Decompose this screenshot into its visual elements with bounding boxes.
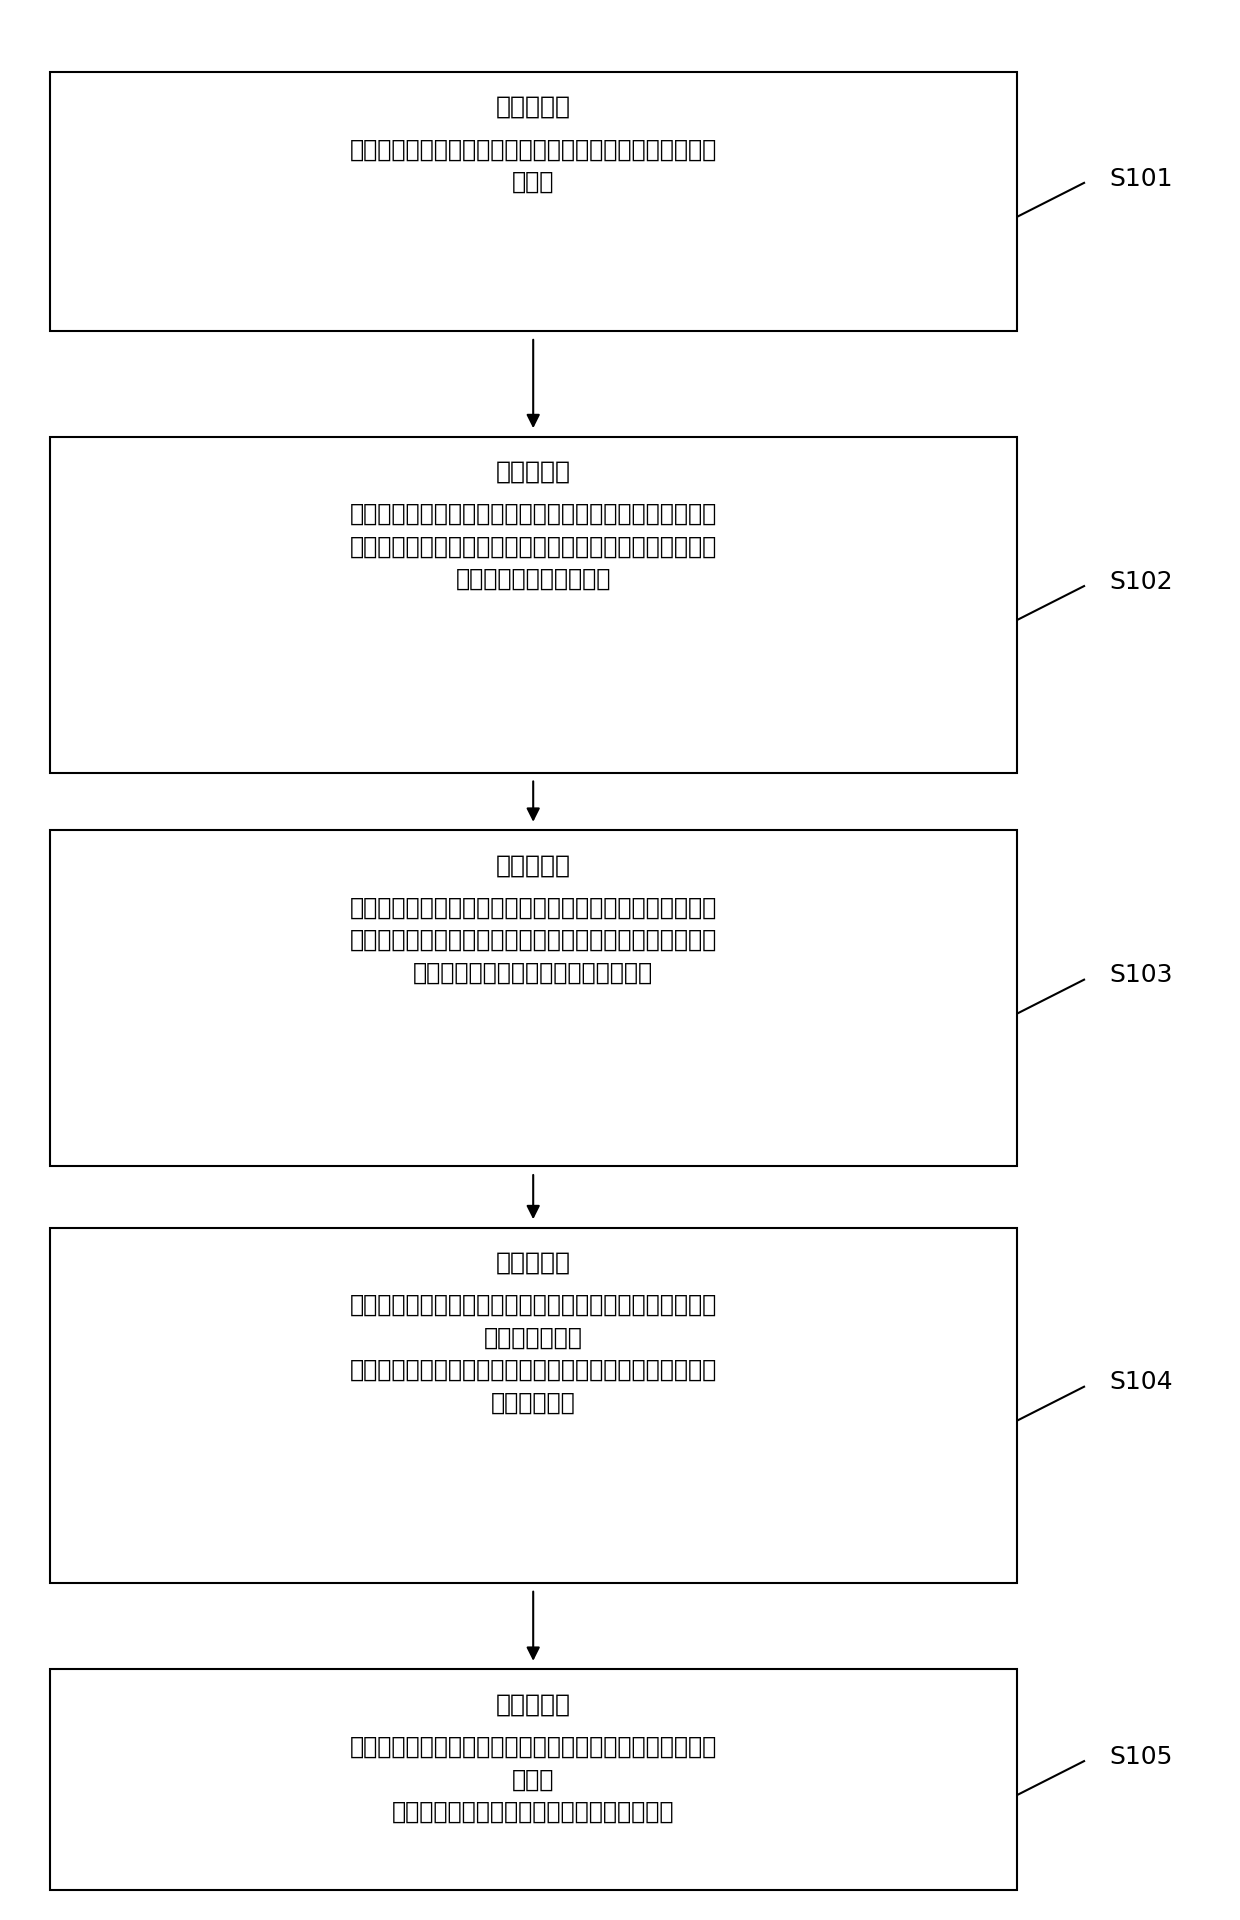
Text: 所述控制装置录入时间排程，所述时间排程包括若干个预定
时刻；
所述控制装置在每个预定时刻对用户进行提醒: 所述控制装置录入时间排程，所述时间排程包括若干个预定 时刻； 所述控制装置在每个… xyxy=(350,1736,717,1824)
Text: S101: S101 xyxy=(1110,167,1173,190)
Bar xyxy=(50,71,1017,330)
Bar xyxy=(50,1229,1017,1582)
Bar xyxy=(50,1668,1017,1889)
Text: 发送步骤：: 发送步骤： xyxy=(496,852,570,877)
Text: S103: S103 xyxy=(1110,964,1173,987)
Text: 判断步骤：: 判断步骤： xyxy=(496,459,570,484)
Text: S102: S102 xyxy=(1110,570,1173,593)
Bar xyxy=(50,831,1017,1167)
Text: 云服务器在接收到使用者的起床数据、卧床数据、翻身数据
后，将使用者的起床数据、卧床数据、翻身数据发送到与使
用者相应的第三方平台或智能用户终端: 云服务器在接收到使用者的起床数据、卧床数据、翻身数据 后，将使用者的起床数据、卧… xyxy=(350,895,717,985)
Text: 控制装置根据压力变化数据，判断是否发生使用者起床、卧
床或者翻身的情况，得到使用者的起床数据、卧床数据、翻
身数据并发送到云服务器: 控制装置根据压力变化数据，判断是否发生使用者起床、卧 床或者翻身的情况，得到使用… xyxy=(350,501,717,591)
Text: S104: S104 xyxy=(1110,1371,1173,1394)
Text: 如果控制装置判定发生使用者起床的情况，则控制装置控制
照明装置开启；
如果控制装置判定发生使用者卧床的情况，则控制装置控制
照明装置关闭: 如果控制装置判定发生使用者起床的情况，则控制装置控制 照明装置开启； 如果控制装… xyxy=(350,1294,717,1415)
Text: 定时步骤：: 定时步骤： xyxy=(496,1693,570,1716)
Text: S105: S105 xyxy=(1110,1745,1173,1768)
Text: 检测步骤：: 检测步骤： xyxy=(496,94,570,119)
Text: 压力传感器实时检测当前位置的压力变化数据，并发送到控
制装置: 压力传感器实时检测当前位置的压力变化数据，并发送到控 制装置 xyxy=(350,138,717,194)
Text: 照明步骤：: 照明步骤： xyxy=(496,1252,570,1275)
Bar xyxy=(50,438,1017,772)
